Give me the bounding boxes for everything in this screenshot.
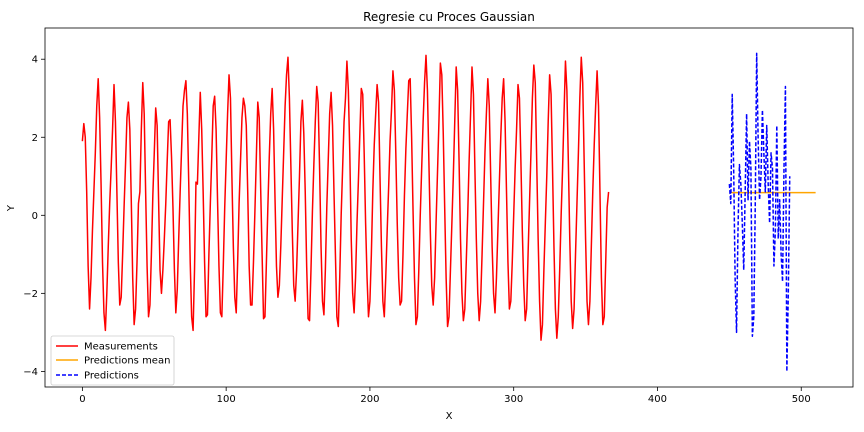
series-line-measurements: [81, 54, 610, 341]
y-tick-label: 2: [32, 133, 38, 144]
y-tick-label: 0: [32, 211, 38, 222]
series-layer: [81, 52, 816, 373]
x-tick-label: 200: [360, 394, 379, 405]
y-axis-label: Y: [6, 204, 17, 212]
chart-title: Regresie cu Proces Gaussian: [363, 10, 535, 24]
legend: Measurements Predictions mean Prediction…: [50, 335, 175, 386]
x-axis-label: X: [446, 411, 453, 422]
series-line-predictions: [728, 52, 791, 373]
x-tick-label: 100: [217, 394, 236, 405]
y-tick-label: −2: [23, 289, 38, 300]
legend-label-predictions-mean: Predictions mean: [84, 356, 170, 367]
x-tick-label: 0: [79, 394, 85, 405]
y-tick-label: −4: [23, 367, 38, 378]
legend-box: [50, 335, 175, 386]
x-axis-ticks: 0 100 200 300 400 500: [79, 387, 811, 405]
plot-frame: [44, 27, 854, 388]
legend-label-predictions: Predictions: [84, 371, 139, 382]
x-tick-label: 300: [504, 394, 523, 405]
y-axis-ticks: −4 −2 0 2 4: [23, 55, 45, 378]
x-tick-label: 500: [792, 394, 811, 405]
x-tick-label: 400: [648, 394, 667, 405]
legend-label-measurements: Measurements: [84, 342, 158, 353]
y-tick-label: 4: [32, 55, 38, 66]
